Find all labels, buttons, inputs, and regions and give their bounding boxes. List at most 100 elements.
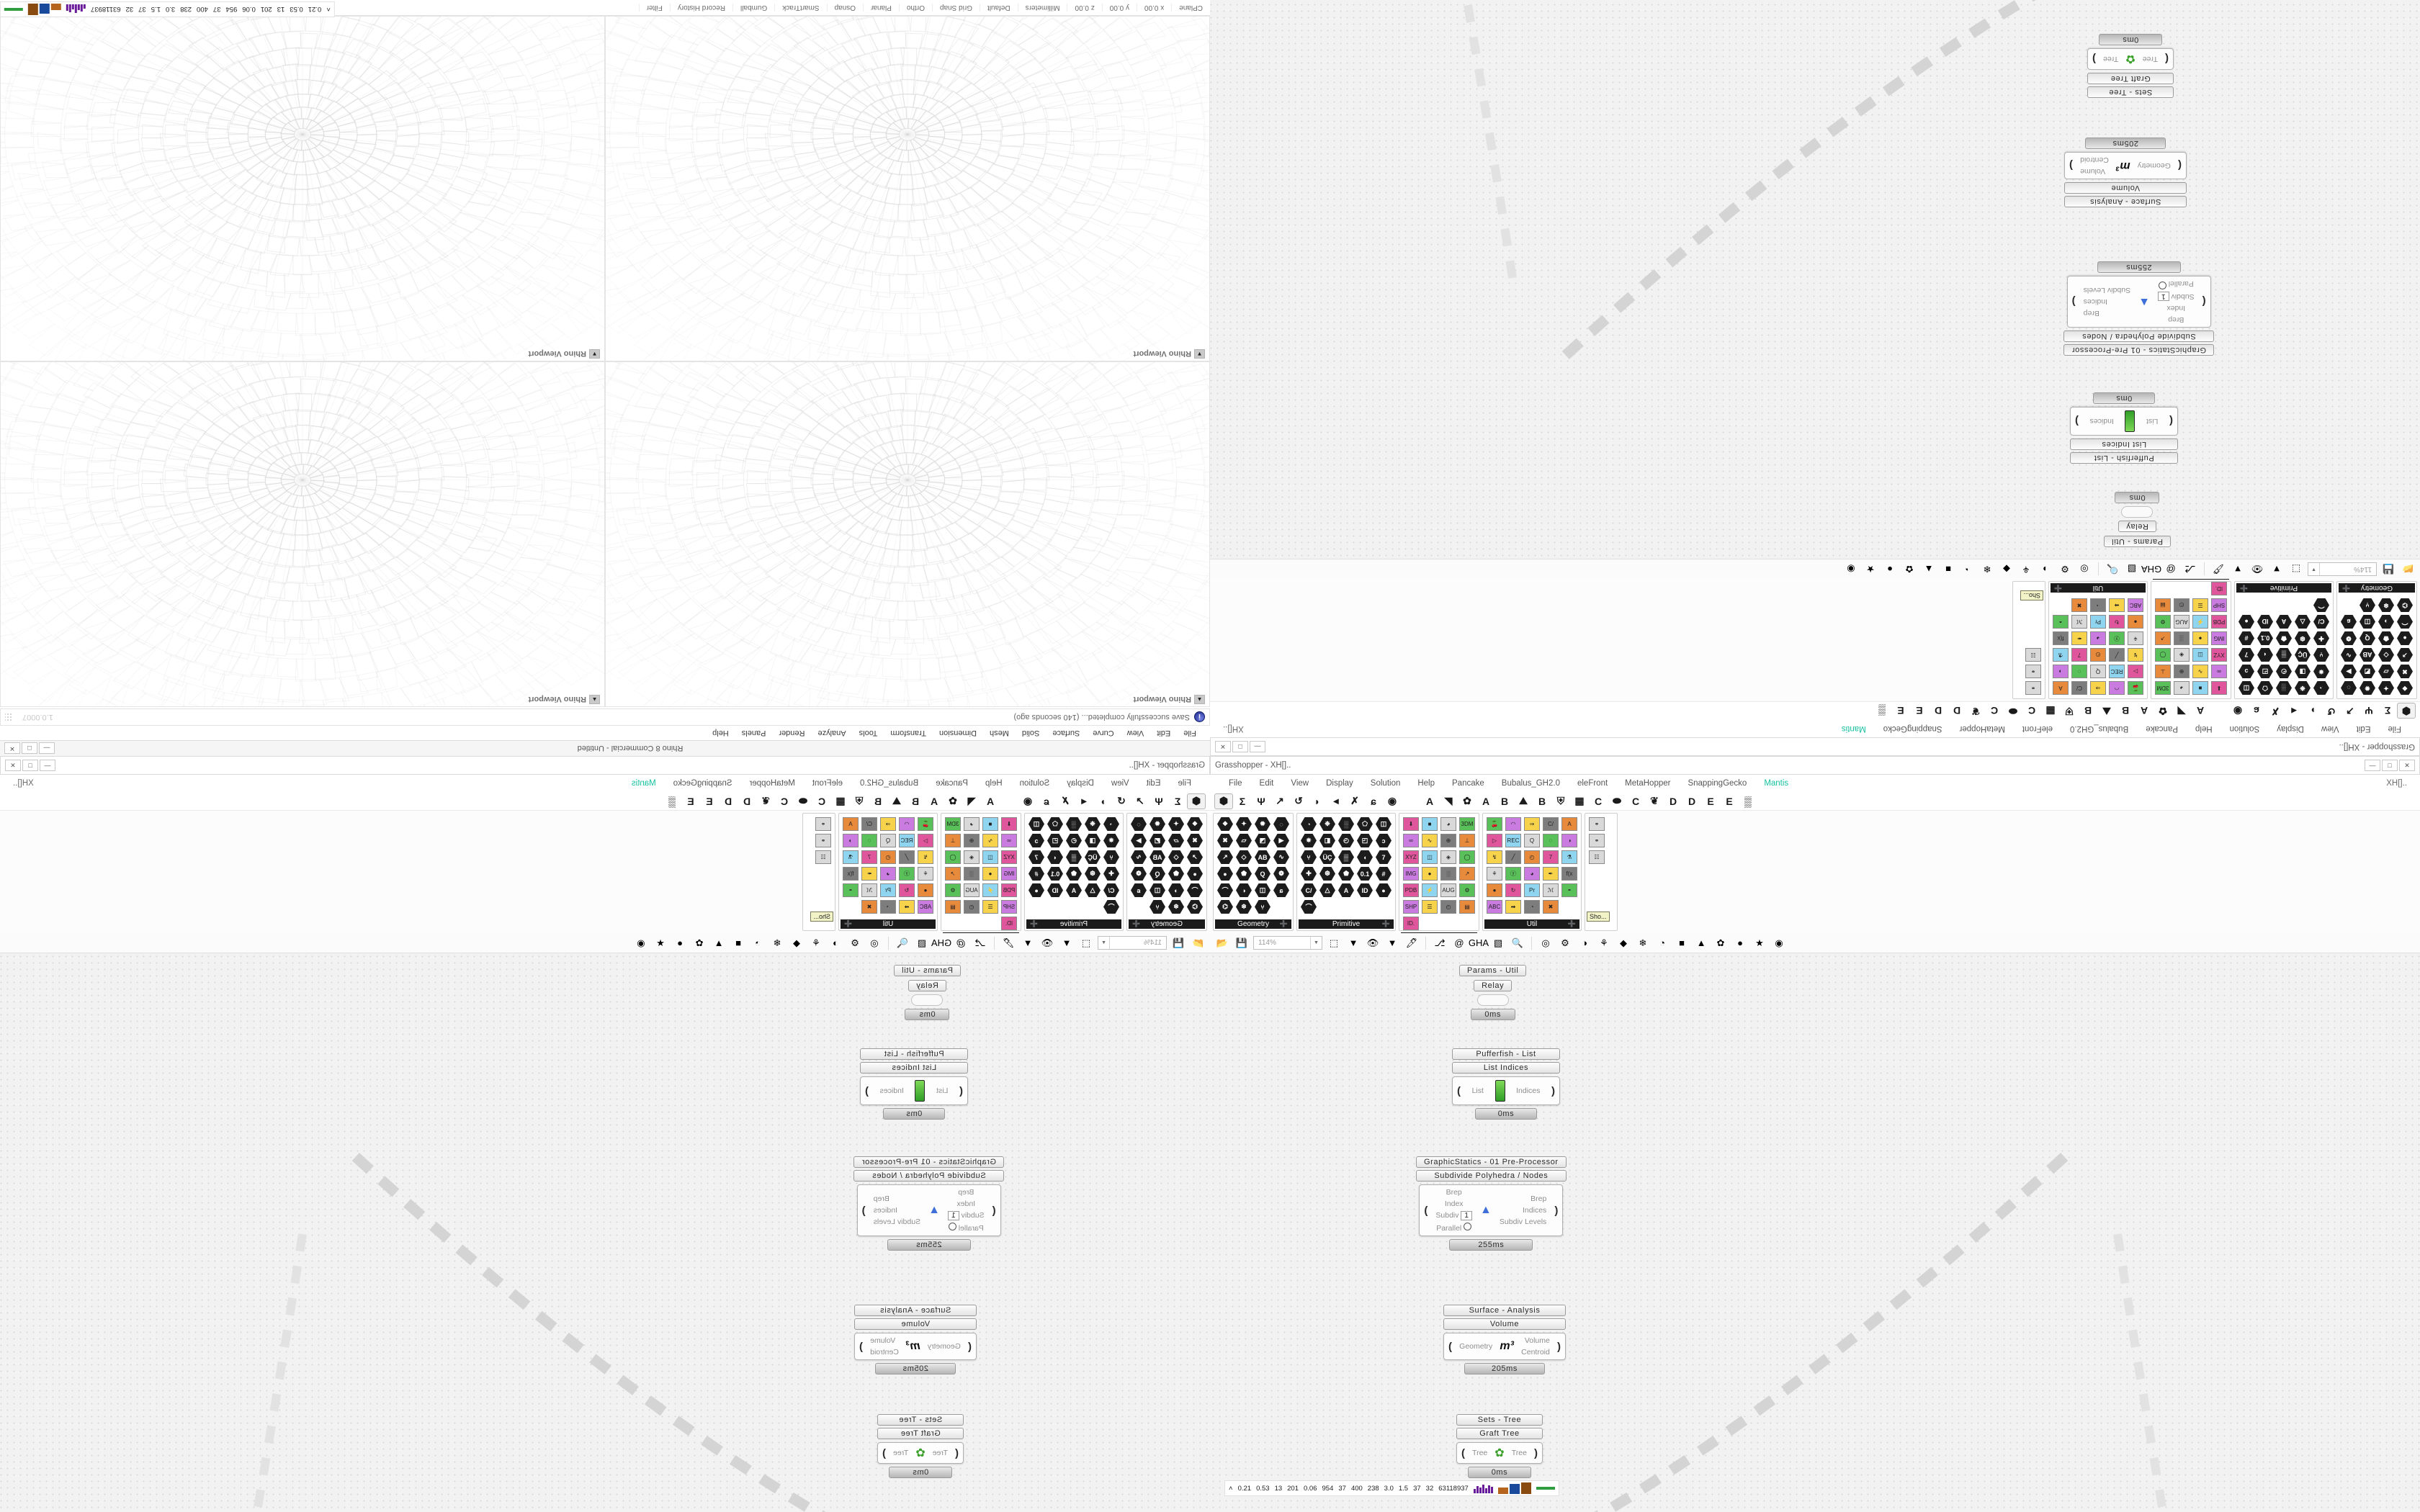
- input-port-icon[interactable]: (: [955, 1446, 959, 1459]
- component-icon-0-3[interactable]: ◌: [2340, 680, 2357, 696]
- component-icon-1-7[interactable]: ◴: [2275, 664, 2293, 679]
- component-icon-1-13[interactable]: ◖: [1356, 850, 1373, 865]
- component-icon-3-3[interactable]: C/: [1542, 816, 1559, 832]
- input-port-list[interactable]: List: [2146, 417, 2159, 426]
- component-icon-1-5[interactable]: ✵: [1103, 833, 1120, 848]
- component-icon-3-10[interactable]: ↯: [1486, 850, 1503, 865]
- addon-mount-tab[interactable]: ⛰: [892, 795, 901, 806]
- addon-b-tab[interactable]: B: [1500, 795, 1509, 807]
- gh-menu-metahopper[interactable]: MetaHopper: [1959, 724, 2005, 733]
- component-icon-0-12[interactable]: ●: [2396, 631, 2414, 646]
- component-icon-2-19[interactable]: ⚙: [2154, 614, 2172, 629]
- rhino-menu-8[interactable]: Transform: [890, 729, 927, 737]
- resize-grip-icon[interactable]: [5, 713, 12, 721]
- component-icon-3-28[interactable]: ✖: [2071, 598, 2088, 613]
- rhino-menubar[interactable]: File Edit View Curve Surface Solid Mesh …: [0, 726, 1210, 740]
- component-icon-1-21[interactable]: △: [1319, 883, 1336, 898]
- plugin-icon-6[interactable]: ◔: [1965, 564, 1971, 575]
- addon-grid-tab[interactable]: ▦: [1574, 795, 1585, 806]
- status-7[interactable]: Ortho: [898, 4, 932, 12]
- component-icon-0-9[interactable]: ◇: [1235, 850, 1252, 865]
- node-pufferfish-list[interactable]: Pufferfish - List List Indices (List Indice…: [860, 1048, 968, 1120]
- port-index-in[interactable]: Index: [1444, 1200, 1464, 1208]
- component-icon-3-12[interactable]: ◴: [2089, 647, 2107, 662]
- addon-e-tab[interactable]: E: [1707, 795, 1714, 807]
- gh-menu-view[interactable]: View: [1111, 779, 1129, 788]
- gh-canvas[interactable]: Params - Util Relay 0ms Pufferfish - List Li…: [1210, 953, 2420, 1512]
- component-icon-0-14[interactable]: Q: [1254, 866, 1271, 881]
- component-icon-0-19[interactable]: ɕ: [1273, 883, 1290, 898]
- addon-grid-tab[interactable]: ▦: [835, 795, 846, 806]
- palette-tab-util[interactable]: Util ➕: [841, 919, 936, 929]
- component-icon-1-24[interactable]: ●: [1375, 883, 1392, 898]
- palette-expand-icon[interactable]: ➕: [2054, 585, 2063, 592]
- status-5[interactable]: Default: [979, 4, 1018, 12]
- gh-menu-help[interactable]: Help: [985, 779, 1003, 788]
- palette-tab-geometry[interactable]: Geometry ➕: [2339, 583, 2415, 593]
- port-brep-in[interactable]: Brep: [958, 1188, 974, 1197]
- component-icon-1-3[interactable]: ⬠: [1356, 816, 1373, 832]
- component-icon-3-17[interactable]: ◕: [1523, 866, 1541, 881]
- subdiv-value[interactable]: 1: [948, 1211, 959, 1220]
- output-port-indices[interactable]: Indices: [879, 1086, 904, 1095]
- addon-d2-tab[interactable]: D: [1688, 795, 1696, 807]
- addon-e-tab[interactable]: E: [706, 795, 713, 807]
- palette-tab-primitive[interactable]: Primitive ➕: [1026, 919, 1121, 929]
- plugin-icon-11[interactable]: ★: [1866, 564, 1875, 575]
- component-icon-2-13[interactable]: ●: [1421, 866, 1438, 881]
- plugin-icon-7[interactable]: ■: [1679, 937, 1685, 948]
- component-icon-3-18[interactable]: ✒: [861, 866, 878, 881]
- gh-window-buttons[interactable]: — □ ✕: [1215, 741, 1265, 752]
- gh-menu-pancake[interactable]: Pancake: [936, 779, 968, 788]
- component-icon-3-6[interactable]: REC: [898, 833, 915, 848]
- component-icon-1-6[interactable]: ◨: [1319, 833, 1336, 848]
- component-icon-0-2[interactable]: ✹: [2359, 680, 2376, 696]
- component-icon-2-1[interactable]: ■: [1421, 816, 1438, 832]
- graft-tree-body[interactable]: (Tree ✿ Tree): [877, 1442, 964, 1464]
- component-icon-0-17[interactable]: ◑: [2378, 614, 2395, 629]
- plugin-icon-10[interactable]: ●: [1737, 937, 1743, 948]
- component-icon-2-4[interactable]: ∞: [1402, 833, 1420, 848]
- component-icon-0-9[interactable]: ◇: [2378, 647, 2395, 662]
- search-icon[interactable]: 🔍: [2106, 564, 2119, 575]
- rhino-menu-12[interactable]: Panels: [741, 729, 766, 737]
- component-icon-2-11[interactable]: ◯: [1458, 850, 1476, 865]
- component-icon-2-0[interactable]: ⬇: [1402, 816, 1420, 832]
- addon-shield-tab[interactable]: ⛨: [855, 795, 864, 806]
- component-icon-0-16[interactable]: ⌒: [2396, 614, 2414, 629]
- component-icon-3-21[interactable]: ↻: [898, 883, 915, 898]
- output-port-icon[interactable]: ): [865, 1084, 869, 1097]
- minimize-icon[interactable]: —: [39, 742, 55, 755]
- open-file-icon[interactable]: 📂: [1191, 937, 1204, 948]
- gh-menu-elefront[interactable]: eleFront: [1577, 779, 1608, 788]
- component-icon-3-2[interactable]: ⇒: [2089, 680, 2107, 696]
- component-icon-1-14[interactable]: 7: [2238, 647, 2255, 662]
- gh-menu-file[interactable]: File: [2388, 724, 2401, 733]
- output-ports[interactable]: Volume Centroid: [870, 1336, 899, 1356]
- status-11[interactable]: Gumball: [732, 4, 775, 12]
- component-icon-3-19[interactable]: f(x: [842, 866, 859, 881]
- gh-canvas-toolbar[interactable]: 📂 💾 114% ▼ ⬚ ▼ 👁 ▼ 🖊 ⎇ @ GHA ▧ 🔍 ◎ ⚙ ◑ ⚘ ◆ ❄ ◔ ■ ▲ ✿ ● ★ ◉: [1210, 933, 2420, 953]
- palette-tab-util[interactable]: Util ➕: [1484, 919, 1579, 929]
- plugin-icon-3[interactable]: ⚘: [1600, 937, 1608, 948]
- viewport-bottom-right[interactable]: ▼ Rhino Viewport: [0, 16, 605, 361]
- maths-tab[interactable]: Σ: [2384, 705, 2391, 717]
- rhino-menu-11[interactable]: Render: [779, 729, 805, 737]
- status-12[interactable]: Record History: [669, 4, 732, 12]
- zoom-extents-dropdown-icon[interactable]: ▼: [1062, 937, 1072, 948]
- component-icon-1-14[interactable]: 7: [1375, 850, 1392, 865]
- component-icon-0-7[interactable]: ▶: [1130, 833, 1147, 848]
- component-icon-1-19[interactable]: #: [2238, 631, 2255, 646]
- gh-menu-solution[interactable]: Solution: [1370, 779, 1401, 788]
- component-icon-0-1[interactable]: ✦: [2378, 680, 2395, 696]
- component-icon-0-17[interactable]: ◑: [1235, 883, 1252, 898]
- close-icon[interactable]: ✕: [1215, 741, 1231, 752]
- component-icon-1-10[interactable]: ⑂: [1300, 850, 1317, 865]
- component-icon-extra-1[interactable]: ⚭: [2025, 664, 2042, 679]
- port-index-in[interactable]: Index: [2166, 304, 2186, 312]
- addon-shield-tab[interactable]: ⛨: [1556, 795, 1565, 806]
- transform-tab[interactable]: ɕ: [2254, 705, 2259, 717]
- component-icon-0-13[interactable]: ⬟: [2378, 631, 2395, 646]
- plugin-icon-4[interactable]: ◆: [2003, 564, 2010, 575]
- addon-shield-tab[interactable]: ⛨: [2065, 706, 2074, 717]
